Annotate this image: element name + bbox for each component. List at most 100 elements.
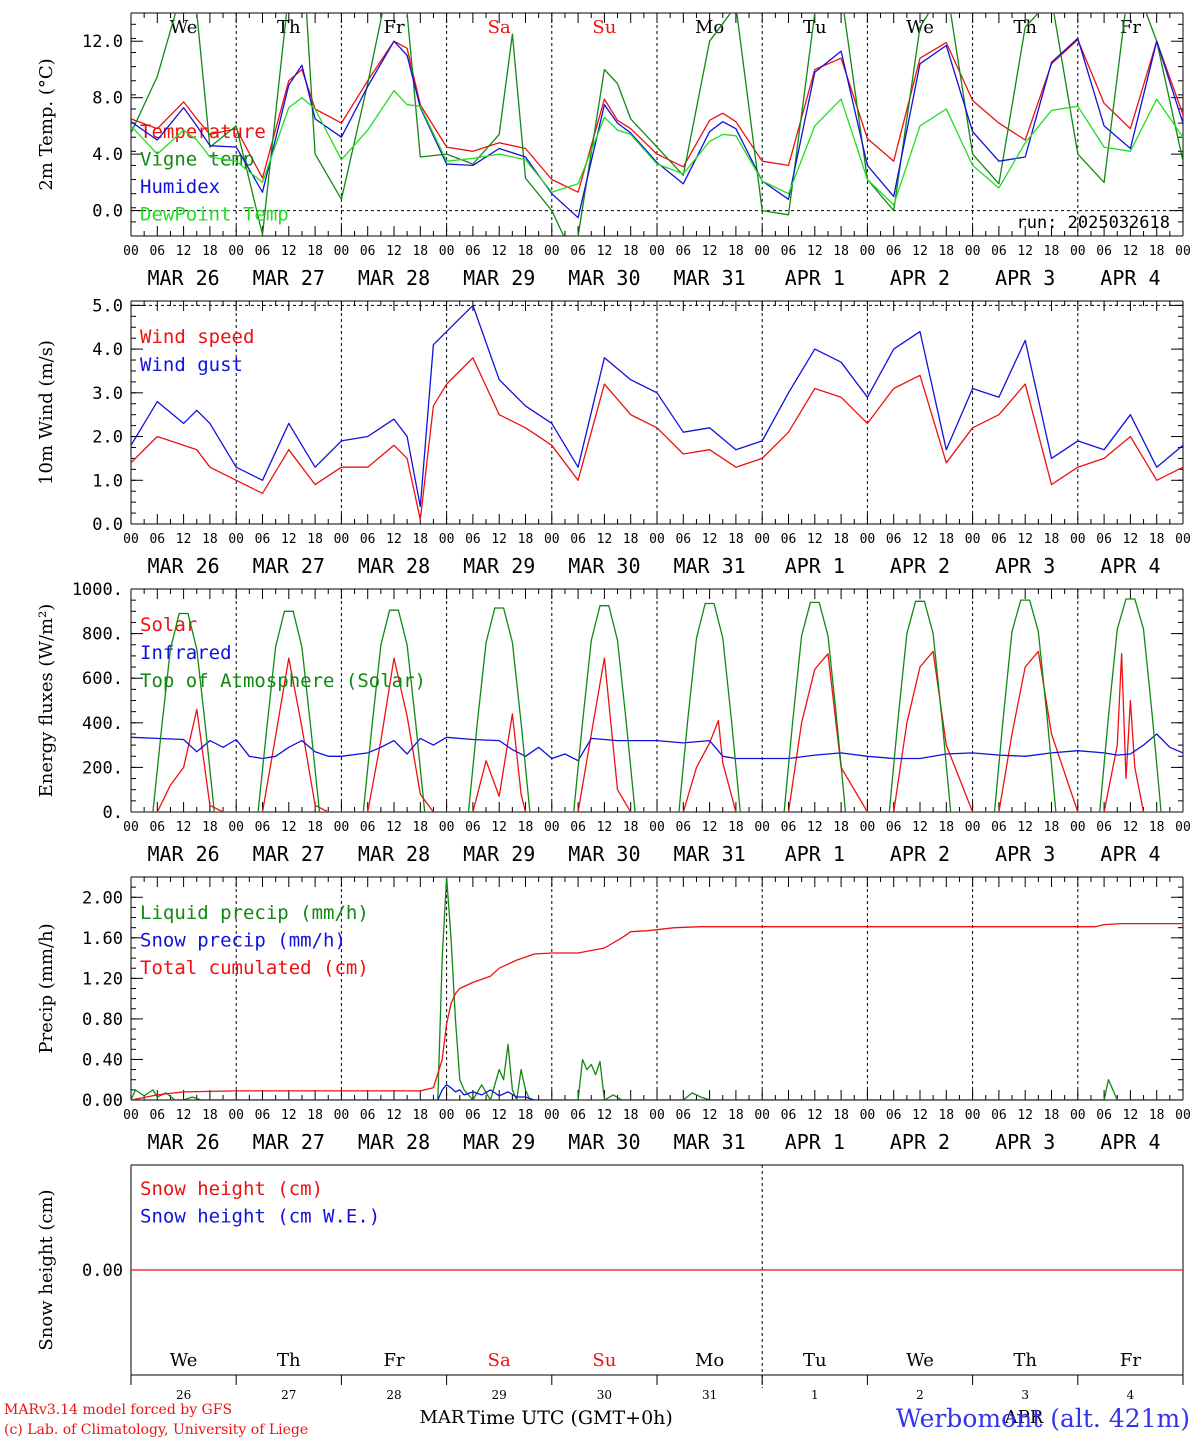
hour-tick-label: 12 — [386, 1108, 402, 1123]
y-tick-label: 800. — [82, 625, 123, 645]
day-number-label: 27 — [281, 1388, 296, 1402]
date-label: APR 2 — [890, 554, 950, 578]
date-label: MAR 30 — [568, 1130, 640, 1154]
hour-tick-label: 06 — [886, 1108, 902, 1123]
hour-tick-label: 12 — [912, 532, 928, 547]
date-label: MAR 27 — [253, 554, 325, 578]
hour-tick-label: 12 — [597, 1108, 613, 1123]
hour-tick-label: 00 — [228, 532, 244, 547]
hour-tick-label: 06 — [991, 820, 1007, 835]
date-label: APR 4 — [1100, 554, 1160, 578]
hour-tick-label: 12 — [491, 820, 507, 835]
y-axis-label: 10m Wind (m/s) — [36, 340, 57, 485]
series-line-snow-precip-mm-h- — [131, 1084, 1183, 1100]
y-tick-label: 8.0 — [92, 89, 123, 109]
hour-tick-label: 18 — [307, 532, 323, 547]
hour-tick-label: 00 — [228, 244, 244, 259]
date-label: APR 1 — [785, 1130, 845, 1154]
weekday-label: Th — [277, 1350, 301, 1371]
hour-tick-label: 18 — [623, 244, 639, 259]
day-number-label: 1 — [811, 1388, 819, 1402]
hour-tick-label: 06 — [360, 820, 376, 835]
hour-tick-label: 18 — [938, 1108, 954, 1123]
hour-tick-label: 00 — [544, 1108, 560, 1123]
hour-tick-label: 18 — [1044, 244, 1060, 259]
y-tick-label: 4.0 — [92, 340, 123, 360]
y-tick-label: 12.0 — [82, 32, 123, 52]
weekday-label: Tu — [803, 1350, 827, 1371]
hour-tick-label: 18 — [1149, 532, 1165, 547]
y-tick-label: 400. — [82, 714, 123, 734]
date-label: MAR 30 — [568, 266, 640, 290]
weekday-label: Tu — [803, 17, 827, 38]
y-axis-label: 2m Temp. (°C) — [36, 58, 57, 190]
hour-tick-label: 06 — [1096, 820, 1112, 835]
date-label: MAR 26 — [147, 266, 219, 290]
hour-tick-label: 00 — [334, 1108, 350, 1123]
day-number-label: 28 — [386, 1388, 401, 1402]
hour-tick-label: 00 — [334, 532, 350, 547]
weekday-label: Fr — [1120, 1350, 1141, 1371]
date-label: APR 3 — [995, 842, 1055, 866]
hour-tick-label: 18 — [938, 820, 954, 835]
date-label: MAR 29 — [463, 1130, 535, 1154]
date-label: MAR 31 — [673, 842, 745, 866]
hour-tick-label: 12 — [1123, 244, 1139, 259]
hour-tick-label: 00 — [439, 1108, 455, 1123]
hour-tick-label: 18 — [833, 244, 849, 259]
hour-tick-label: 06 — [781, 820, 797, 835]
date-label: MAR 27 — [253, 842, 325, 866]
y-tick-label: 200. — [82, 758, 123, 778]
hour-tick-label: 06 — [360, 244, 376, 259]
legend-entry: Vigne temp — [140, 149, 254, 171]
hour-tick-label: 00 — [860, 244, 876, 259]
hour-tick-label: 12 — [807, 820, 823, 835]
date-label: MAR 27 — [253, 1130, 325, 1154]
hour-tick-label: 18 — [202, 1108, 218, 1123]
hour-tick-label: 18 — [1149, 820, 1165, 835]
hour-tick-label: 12 — [1123, 1108, 1139, 1123]
y-tick-label: 5.0 — [92, 296, 123, 316]
hour-tick-label: 12 — [912, 244, 928, 259]
hour-tick-label: 12 — [281, 244, 297, 259]
legend-entry: DewPoint Temp — [140, 204, 289, 226]
hour-tick-label: 06 — [991, 244, 1007, 259]
hour-tick-label: 18 — [307, 820, 323, 835]
hour-tick-label: 12 — [491, 1108, 507, 1123]
weekday-label: Fr — [383, 1350, 404, 1371]
y-tick-label: 1000. — [72, 580, 123, 600]
weekday-label: We — [170, 17, 198, 38]
hour-tick-label: 06 — [255, 820, 271, 835]
hour-tick-label: 12 — [386, 532, 402, 547]
hour-tick-label: 06 — [886, 820, 902, 835]
hour-tick-label: 18 — [412, 244, 428, 259]
hour-tick-label: 18 — [728, 820, 744, 835]
date-label: MAR 30 — [568, 554, 640, 578]
hour-tick-label: 06 — [465, 820, 481, 835]
date-label: MAR 28 — [358, 842, 430, 866]
hour-tick-label: 00 — [228, 820, 244, 835]
footer-model-credit: MARv3.14 model forced by GFS — [4, 1402, 232, 1418]
hour-tick-label: 18 — [938, 532, 954, 547]
hour-tick-label: 00 — [1175, 1108, 1191, 1123]
legend-entry: Infrared — [140, 642, 232, 664]
hour-tick-label: 12 — [807, 532, 823, 547]
legend-entry: Top of Atmosphere (Solar) — [140, 670, 426, 692]
hour-tick-label: 00 — [1175, 532, 1191, 547]
hour-tick-label: 18 — [412, 820, 428, 835]
hour-tick-label: 12 — [1123, 532, 1139, 547]
hour-tick-label: 06 — [886, 244, 902, 259]
y-tick-label: 0.0 — [92, 515, 123, 535]
y-tick-label: 0.00 — [82, 1261, 123, 1281]
series-line-total-cumulated-cm- — [131, 922, 1183, 1100]
hour-tick-label: 12 — [702, 1108, 718, 1123]
weekday-label: Th — [277, 17, 301, 38]
y-tick-label: 0. — [103, 803, 123, 823]
hour-tick-label: 18 — [728, 1108, 744, 1123]
hour-tick-label: 00 — [965, 532, 981, 547]
y-tick-label: 2.00 — [82, 888, 123, 908]
hour-tick-label: 18 — [1044, 820, 1060, 835]
legend-entry: Solar — [140, 614, 197, 636]
hour-tick-label: 00 — [123, 820, 139, 835]
legend-entry: Snow precip (mm/h) — [140, 930, 346, 952]
